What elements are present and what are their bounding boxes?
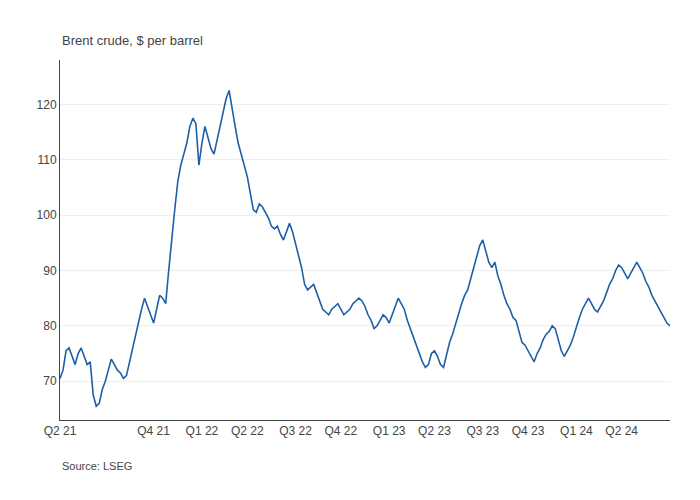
- svg-text:Q2 21: Q2 21: [44, 424, 77, 438]
- svg-text:Q1 23: Q1 23: [373, 424, 406, 438]
- svg-text:Q2 22: Q2 22: [231, 424, 264, 438]
- svg-text:Q2 24: Q2 24: [605, 424, 638, 438]
- svg-text:80: 80: [43, 319, 57, 333]
- svg-text:Brent crude, $ per barrel: Brent crude, $ per barrel: [62, 33, 203, 48]
- svg-text:Q4 23: Q4 23: [512, 424, 545, 438]
- svg-text:100: 100: [37, 208, 57, 222]
- svg-text:Q3 22: Q3 22: [279, 424, 312, 438]
- svg-text:Q4 22: Q4 22: [324, 424, 357, 438]
- svg-text:Q1 22: Q1 22: [186, 424, 219, 438]
- svg-text:70: 70: [43, 374, 57, 388]
- svg-text:Q3 23: Q3 23: [466, 424, 499, 438]
- svg-text:90: 90: [43, 264, 57, 278]
- svg-text:Q1 24: Q1 24: [560, 424, 593, 438]
- svg-text:Source: LSEG: Source: LSEG: [62, 460, 132, 472]
- svg-text:Q2 23: Q2 23: [418, 424, 451, 438]
- svg-text:120: 120: [37, 98, 57, 112]
- svg-text:Q4 21: Q4 21: [137, 424, 170, 438]
- svg-text:110: 110: [37, 153, 56, 167]
